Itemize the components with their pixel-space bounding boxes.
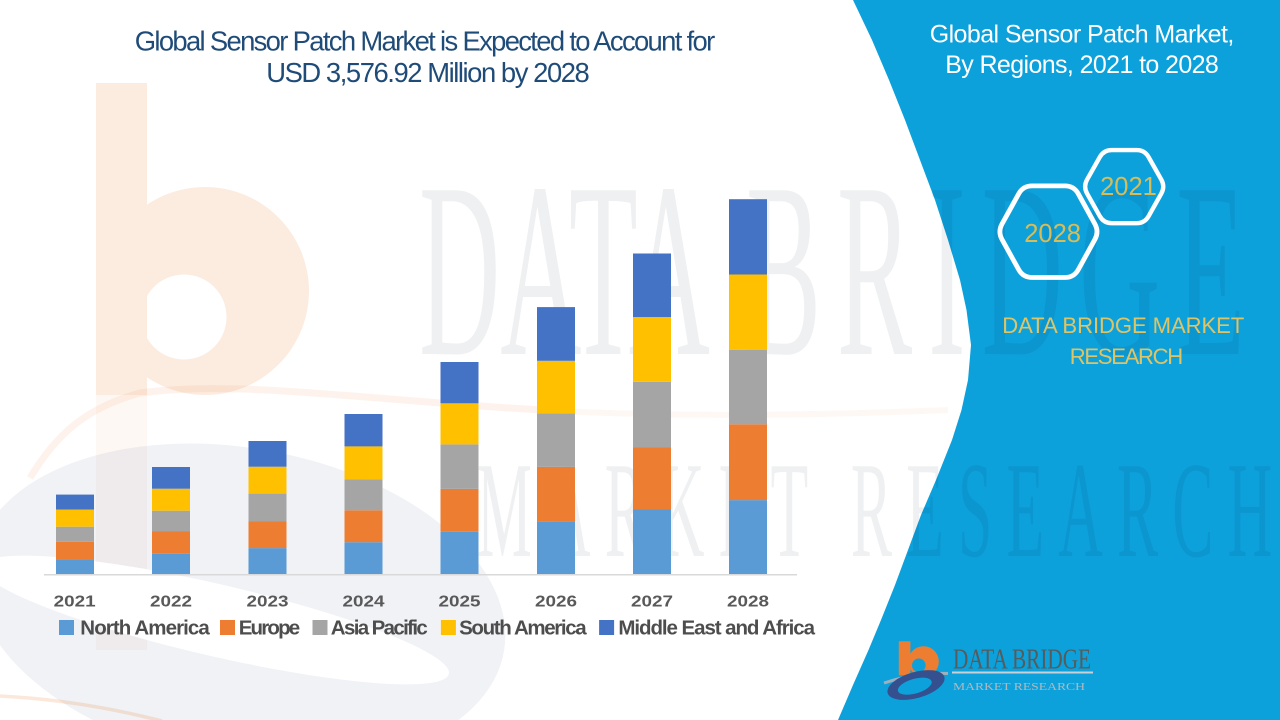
svg-text:Global Sensor Patch Market is: Global Sensor Patch Market is Expected t…	[135, 26, 716, 57]
svg-text:DATA BRIDGE: DATA BRIDGE	[953, 645, 1091, 676]
svg-text:2022: 2022	[150, 592, 192, 610]
svg-text:MARKET RESEARCH: MARKET RESEARCH	[953, 682, 1086, 693]
svg-text:2027: 2027	[631, 592, 673, 610]
svg-text:Global Sensor Patch Market,: Global Sensor Patch Market,	[930, 21, 1235, 49]
svg-text:2021: 2021	[1100, 173, 1157, 201]
svg-text:2023: 2023	[247, 592, 289, 610]
svg-text:USD 3,576.92 Million by 2028: USD 3,576.92 Million by 2028	[266, 57, 590, 88]
svg-text:2028: 2028	[727, 592, 769, 610]
svg-text:2026: 2026	[535, 592, 577, 610]
svg-text:Asia Pacific: Asia Pacific	[331, 617, 428, 640]
svg-text:Europe: Europe	[239, 617, 301, 640]
svg-text:2028: 2028	[1024, 220, 1081, 248]
svg-text:2021: 2021	[54, 592, 96, 610]
svg-text:North America: North America	[80, 617, 210, 640]
svg-text:Middle East and Africa: Middle East and Africa	[618, 617, 815, 640]
svg-text:South America: South America	[459, 617, 587, 640]
svg-text:RESEARCH: RESEARCH	[1070, 344, 1183, 369]
svg-text:By Regions, 2021 to 2028: By Regions, 2021 to 2028	[945, 51, 1219, 79]
svg-text:DATA BRIDGE MARKET: DATA BRIDGE MARKET	[1002, 313, 1244, 338]
svg-text:2024: 2024	[343, 592, 385, 610]
svg-text:2025: 2025	[439, 592, 481, 610]
